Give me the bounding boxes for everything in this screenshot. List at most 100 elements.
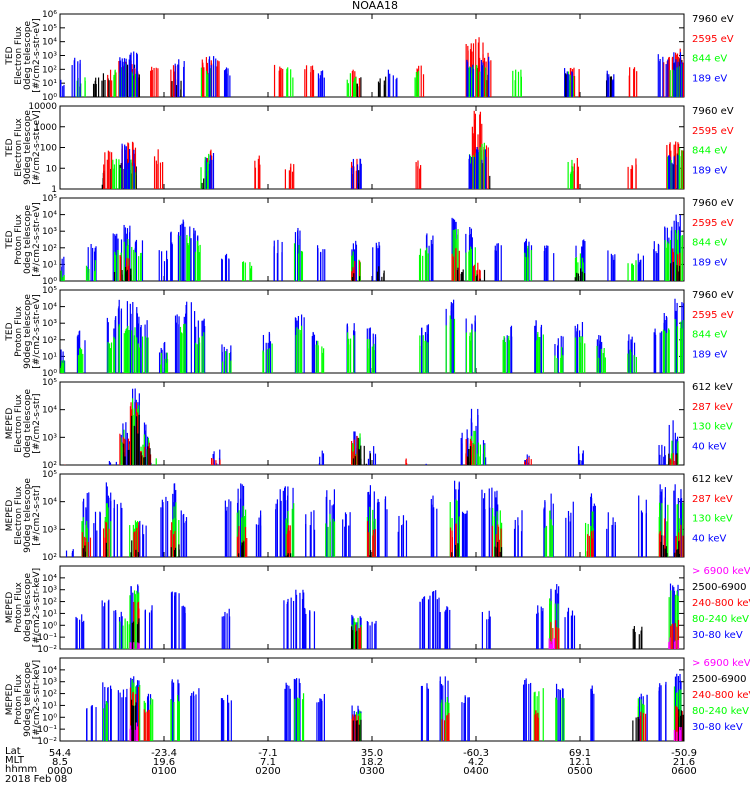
eph-hhmm-4: 0400 <box>463 766 488 777</box>
panel-frame-4 <box>59 381 685 466</box>
ytick-label-0-6: 10⁶ <box>42 10 57 20</box>
ylabel-2-3: [#/cm2-s-str-eV] <box>32 202 42 277</box>
legend-1-0: 7960 eV <box>692 106 734 117</box>
ylabel-0-2: 0deg telescope <box>23 21 33 91</box>
eph-hhmm-2: 0200 <box>255 766 280 777</box>
legend-5-0: 612 keV <box>692 474 733 485</box>
ytick-label-3-3: 10³ <box>42 319 57 329</box>
ytick-label-2-2: 10² <box>42 244 57 254</box>
chart-title: NOAA18 <box>351 0 399 12</box>
ytick-label-1-1: 10 <box>46 164 58 174</box>
ylabel-5-2: 90deg telescope <box>23 478 33 553</box>
ytick-label-1-0: 1 <box>51 185 57 195</box>
ytick-label-7-6: 10⁴ <box>42 666 57 676</box>
ytick-label-2-0: 10⁰ <box>42 277 57 287</box>
legend-4-1: 287 keV <box>692 402 733 413</box>
legend-2-3: 189 eV <box>692 257 727 268</box>
eph-mlt-0: 8.5 <box>52 757 68 768</box>
ylabel-1-0: TED <box>5 138 15 157</box>
ylabel-2-2: 0deg telescope <box>23 205 33 275</box>
ytick-label-1-2: 100 <box>40 144 57 154</box>
eph-lat-2: -7.1 <box>258 748 278 759</box>
ylabel-1-2: 90deg telescope <box>23 110 33 185</box>
date-label: 2018 Feb 08 <box>5 774 68 785</box>
ylabel-3-0: TED <box>5 322 15 341</box>
legend-3-0: 7960 eV <box>692 290 734 301</box>
ylabel-7-0: MEPED <box>5 684 15 716</box>
legend-6-4: 30-80 keV <box>692 630 743 641</box>
ytick-label-7-1: 10⁻¹ <box>37 725 57 735</box>
legend-3-3: 189 eV <box>692 349 727 360</box>
series-5-3 <box>82 535 681 557</box>
legend-6-0: > 6900 keV <box>692 566 750 577</box>
series-7-1 <box>102 679 682 741</box>
series-6-2 <box>133 601 680 649</box>
ytick-label-6-1: 10⁻¹ <box>37 633 57 643</box>
ytick-label-2-3: 10³ <box>42 227 57 237</box>
ytick-label-6-0: 10⁻² <box>37 645 57 655</box>
ytick-label-1-3: 1000 <box>34 123 57 133</box>
ytick-label-2-1: 10¹ <box>42 260 57 270</box>
series-4-3 <box>123 414 678 465</box>
ytick-label-3-2: 10² <box>42 336 57 346</box>
ylabel-5-3: [#/cm2-s-str] <box>32 485 42 545</box>
ytick-label-3-5: 10⁵ <box>42 286 57 296</box>
ytick-label-0-2: 10² <box>42 65 57 75</box>
legend-4-0: 612 keV <box>692 382 733 393</box>
series-2-1 <box>60 229 684 281</box>
legend-1-1: 2595 eV <box>692 126 734 137</box>
ytick-label-7-2: 10⁰ <box>42 713 57 723</box>
ytick-label-5-3: 10⁵ <box>42 470 57 480</box>
ylabel-1-1: Electron Flux <box>14 118 24 177</box>
legend-4-3: 40 keV <box>692 441 726 452</box>
ytick-label-7-0: 10⁻² <box>37 737 57 747</box>
ytick-label-6-5: 10³ <box>42 586 57 596</box>
legend-7-3: 80-240 keV <box>692 706 749 717</box>
legend-3-1: 2595 eV <box>692 310 734 321</box>
eph-hhmm-5: 0500 <box>567 766 592 777</box>
eph-lat-1: -23.4 <box>151 748 177 759</box>
ytick-label-5-2: 10⁴ <box>42 498 57 508</box>
eph-mlt-6: 21.6 <box>673 757 695 768</box>
legend-0-1: 2595 eV <box>692 34 734 45</box>
eph-hhmm-1: 0100 <box>151 766 176 777</box>
series-7-3 <box>130 699 684 741</box>
series-2-3 <box>113 261 681 281</box>
ylabel-4-0: MEPED <box>5 408 15 440</box>
legend-5-3: 40 keV <box>692 533 726 544</box>
ytick-label-7-5: 10³ <box>42 678 57 688</box>
ylabel-4-2: 0deg telescope <box>23 389 33 459</box>
panel-frame-2 <box>59 197 685 282</box>
eph-lat-3: 35.0 <box>361 748 383 759</box>
series-1-0 <box>101 149 684 189</box>
legend-7-2: 240-800 keV <box>692 690 750 701</box>
ytick-label-1-4: 10000 <box>28 102 57 112</box>
ylabel-7-2: 90deg telescope <box>23 662 33 737</box>
series-6-0 <box>75 583 679 649</box>
ylabel-3-3: [#/cm2-s-str-eV] <box>32 294 42 369</box>
eph-lat-0: 54.4 <box>49 748 71 759</box>
ylabel-4-1: Electron Flux <box>14 394 24 453</box>
legend-6-3: 80-240 keV <box>692 614 749 625</box>
ytick-label-0-5: 10⁵ <box>42 24 57 34</box>
legend-2-0: 7960 eV <box>692 198 734 209</box>
ytick-label-4-0: 10² <box>42 461 57 471</box>
legend-0-0: 7960 eV <box>692 14 734 25</box>
ylabel-0-1: Electron Flux <box>14 26 24 85</box>
series-1-3 <box>121 143 679 189</box>
legend-7-0: > 6900 keV <box>692 658 750 669</box>
panel-frame-1 <box>59 105 685 190</box>
eph-hhmm-3: 0300 <box>359 766 384 777</box>
ylabel-6-3: [#/cm2-s-str-keV] <box>32 568 42 647</box>
ytick-label-7-3: 10¹ <box>42 701 57 711</box>
ytick-label-6-3: 10¹ <box>42 609 57 619</box>
series-0-3 <box>60 51 683 97</box>
series-1-2 <box>112 142 683 189</box>
legend-2-1: 2595 eV <box>692 218 734 229</box>
ytick-label-0-0: 10⁰ <box>42 93 57 103</box>
series-2-0 <box>61 214 681 281</box>
hhmm-label: hhmm <box>5 764 38 775</box>
ytick-label-4-1: 10³ <box>42 433 57 443</box>
ytick-label-4-3: 10⁵ <box>42 378 57 388</box>
ylabel-0-0: TED <box>5 46 15 65</box>
